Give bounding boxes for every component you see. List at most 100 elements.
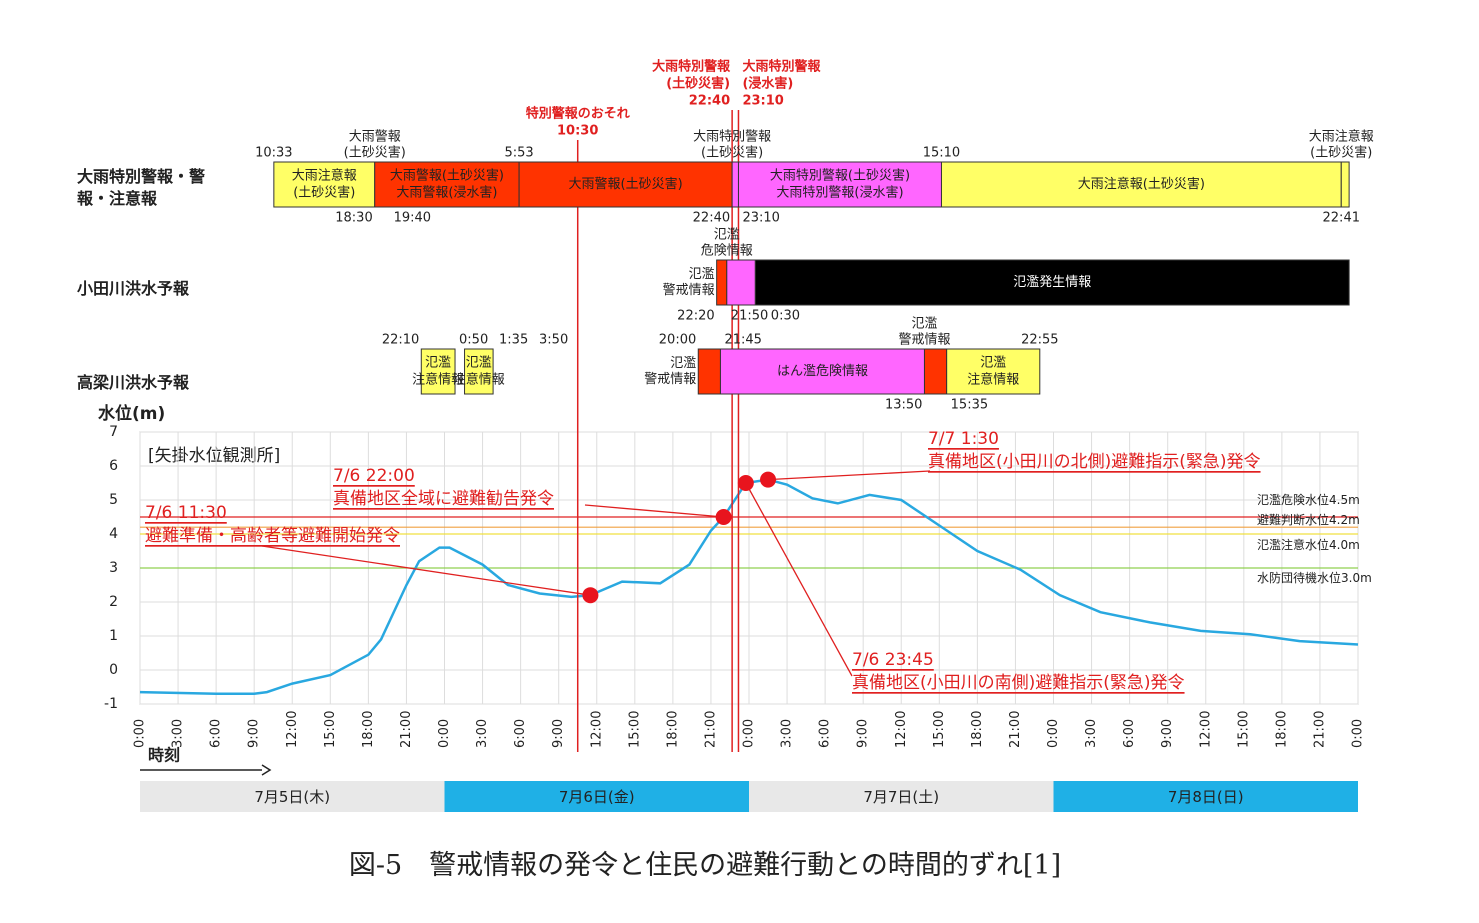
segment-label: 大雨特別警報(浸水害) [776, 185, 903, 201]
x-tick-label: 15:00 [323, 711, 338, 748]
time-note: 警戒情報 [663, 282, 715, 298]
x-tick-label: 3:00 [780, 719, 795, 748]
time-arrow-head [261, 764, 272, 776]
x-tick-label: 6:00 [818, 719, 833, 748]
x-tick-label: 3:00 [1084, 719, 1099, 748]
y-tick-label: 6 [109, 458, 118, 474]
warning-segment [374, 161, 520, 208]
alert-label: 10:30 [557, 124, 598, 139]
threshold-label: 氾濫危険水位4.5m [1257, 492, 1360, 507]
caption: 図-5 警戒情報の発令と住民の避難行動との時間的ずれ[1] [348, 850, 1062, 881]
x-tick-label: 21:00 [703, 711, 718, 748]
alert-label: 大雨特別警報 [652, 59, 731, 75]
time-note: (土砂災害) [344, 145, 406, 161]
day-band [1053, 781, 1358, 812]
warning-segment [754, 259, 1350, 306]
time-note: 氾濫 [670, 356, 696, 371]
day-label: 7月8日(日) [1168, 788, 1244, 806]
event-text: 真備地区(小田川の南側)避難指示(緊急)発令 [852, 673, 1185, 693]
day-label: 7月6日(金) [559, 788, 635, 806]
time-note: 0:50 [459, 333, 488, 348]
day-label: 7月7日(土) [863, 788, 939, 806]
x-tick-label: 21:00 [1312, 711, 1327, 748]
segment-label: 大雨注意報 [292, 168, 357, 184]
warning-segment [946, 348, 1041, 395]
time-note: 15:35 [951, 398, 988, 413]
x-tick-label: 6:00 [209, 719, 224, 748]
x-tick-label: 12:00 [285, 711, 300, 748]
alert-label: 大雨特別警報 [742, 59, 821, 75]
time-note: 1:35 [499, 333, 528, 348]
y-tick-label: -1 [104, 696, 118, 712]
warning-segment [716, 259, 728, 306]
x-tick-label: 15:00 [1236, 711, 1251, 748]
row-label: 高梁川洪水予報 [77, 373, 190, 392]
event-dot [760, 471, 777, 488]
day-label: 7月5日(木) [254, 788, 330, 806]
time-note: 警戒情報 [898, 332, 950, 348]
time-note: 大雨警報 [349, 129, 401, 145]
x-tick-label: 9:00 [1160, 719, 1175, 748]
time-note: 15:10 [923, 146, 960, 161]
y-tick-label: 5 [109, 492, 118, 508]
x-tick-label: 0:00 [742, 719, 757, 748]
time-note: 23:10 [742, 211, 779, 226]
event-leader [261, 545, 591, 596]
day-band [140, 781, 445, 812]
day-band [444, 781, 749, 812]
y-axis-label: 水位(m) [98, 403, 165, 424]
warning-segment [518, 161, 733, 208]
segment-label: 注意情報 [453, 372, 505, 388]
y-tick-label: 3 [109, 560, 118, 576]
warning-segment [726, 259, 756, 306]
x-tick-label: 21:00 [1008, 711, 1023, 748]
segment-label: 大雨警報(土砂災害) [569, 176, 683, 192]
x-tick-label: 18:00 [970, 711, 985, 748]
x-tick-label: 12:00 [589, 711, 604, 748]
event-leader [584, 504, 724, 518]
x-tick-label: 3:00 [475, 719, 490, 748]
event-text: 真備地区(小田川の北側)避難指示(緊急)発令 [928, 452, 1261, 472]
row-label: 大雨特別警報・警報・注意報 [77, 167, 206, 208]
x-tick-label: 21:00 [399, 711, 414, 748]
warning-segment [923, 348, 948, 395]
time-note: 18:30 [335, 211, 372, 226]
segment-label: 氾濫発生情報 [1013, 275, 1091, 290]
segment-label: 氾濫 [980, 356, 1006, 371]
x-tick-label: 12:00 [894, 711, 909, 748]
y-tick-label: 1 [109, 628, 118, 644]
time-note: 大雨注意報 [1309, 129, 1374, 145]
segment-label: 注意情報 [412, 372, 464, 388]
time-note: 19:40 [394, 211, 431, 226]
x-tick-label: 3:00 [171, 719, 186, 748]
time-note: (土砂災害) [1310, 145, 1372, 161]
event-date: 7/6 23:45 [852, 650, 934, 670]
x-tick-label: 0:00 [1351, 719, 1366, 748]
warning-segment [464, 348, 494, 395]
time-note: 3:50 [539, 333, 568, 348]
y-tick-label: 2 [109, 594, 118, 610]
alert-label: (浸水害) [742, 76, 793, 92]
time-note: 0:30 [771, 309, 800, 324]
x-tick-label: 9:00 [551, 719, 566, 748]
time-note: 21:45 [724, 333, 761, 348]
time-note: 危険情報 [701, 244, 753, 259]
warning-segment [273, 161, 376, 208]
y-tick-label: 0 [109, 662, 118, 678]
x-tick-label: 18:00 [665, 711, 680, 748]
event-leader [767, 470, 931, 481]
x-tick-label: 9:00 [247, 719, 262, 748]
segment-label: 大雨注意報(土砂災害) [1078, 176, 1205, 192]
y-tick-label: 7 [109, 424, 118, 440]
warning-segment [697, 348, 721, 395]
time-note: 20:00 [659, 333, 696, 348]
time-note: 21:50 [731, 309, 768, 324]
alert-label: (土砂災害) [666, 76, 730, 92]
segment-label: 氾濫 [466, 356, 492, 371]
time-note: 氾濫 [714, 228, 740, 243]
warning-segment [940, 161, 1342, 208]
x-tick-label: 12:00 [1198, 711, 1213, 748]
time-note: 警戒情報 [644, 371, 696, 387]
